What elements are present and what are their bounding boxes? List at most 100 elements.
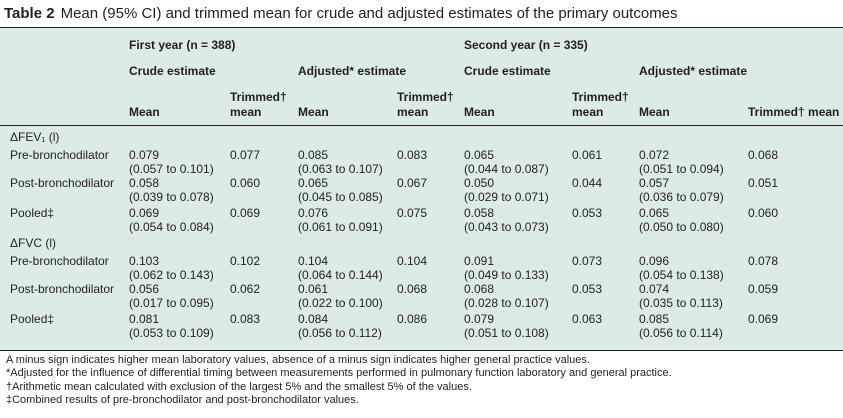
ci-value: (0.061 to 0.091) xyxy=(298,220,383,234)
mean-value: 0.085 xyxy=(298,148,329,162)
row-label: Pooled‡ xyxy=(10,312,55,326)
trimmed-mean-value: 0.102 xyxy=(230,254,261,268)
ci-value: (0.049 to 0.133) xyxy=(464,268,549,282)
ci-value: (0.045 to 0.085) xyxy=(298,190,383,204)
row-label: Pre-bronchodilator xyxy=(10,148,109,162)
header-fy-adj-mean: Mean xyxy=(298,105,329,119)
header-fy-adj-trim-2: mean xyxy=(397,105,429,119)
table-caption: Mean (95% CI) and trimmed mean for crude… xyxy=(60,5,678,22)
trimmed-mean-value: 0.104 xyxy=(397,254,428,268)
mean-value: 0.096 xyxy=(639,254,670,268)
row-label: Pre-bronchodilator xyxy=(10,254,109,268)
header-first-year: First year (n = 388) xyxy=(129,38,236,52)
ci-value: (0.035 to 0.113) xyxy=(639,296,723,310)
header-fy-adj-trim-1: Trimmed† xyxy=(397,90,454,104)
trimmed-mean-value: 0.062 xyxy=(230,282,261,296)
trimmed-mean-value: 0.059 xyxy=(748,282,779,296)
mean-value: 0.076 xyxy=(298,206,329,220)
mean-value: 0.079 xyxy=(464,312,495,326)
trimmed-mean-value: 0.078 xyxy=(748,254,779,268)
trimmed-mean-value: 0.044 xyxy=(572,176,603,190)
header-sy-adj-trim: Trimmed† mean xyxy=(748,105,840,119)
trimmed-mean-value: 0.069 xyxy=(748,312,779,326)
mean-value: 0.068 xyxy=(464,282,495,296)
ci-value: (0.044 to 0.087) xyxy=(464,162,549,176)
mean-value: 0.058 xyxy=(129,176,160,190)
header-fy-crude: Crude estimate xyxy=(129,64,216,78)
footnote: ‡Combined results of pre-bronchodilator … xyxy=(6,393,359,406)
ci-value: (0.022 to 0.100) xyxy=(298,296,383,310)
header-sy-crude-trim-2: mean xyxy=(572,105,604,119)
header-fy-crude-trim-1: Trimmed† xyxy=(230,90,287,104)
trimmed-mean-value: 0.068 xyxy=(397,282,428,296)
trimmed-mean-value: 0.053 xyxy=(572,206,603,220)
trimmed-mean-value: 0.075 xyxy=(397,206,428,220)
mean-value: 0.091 xyxy=(464,254,495,268)
ci-value: (0.051 to 0.094) xyxy=(639,162,724,176)
mean-value: 0.081 xyxy=(129,312,160,326)
ci-value: (0.051 to 0.108) xyxy=(464,326,549,340)
trimmed-mean-value: 0.077 xyxy=(230,148,261,162)
mean-value: 0.074 xyxy=(639,282,670,296)
row-label: Pooled‡ xyxy=(10,206,55,220)
section-heading: ΔFVC (l) xyxy=(10,236,57,250)
trimmed-mean-value: 0.060 xyxy=(230,176,261,190)
trimmed-mean-value: 0.053 xyxy=(572,282,603,296)
trimmed-mean-value: 0.083 xyxy=(230,312,261,326)
ci-value: (0.043 to 0.073) xyxy=(464,220,549,234)
ci-value: (0.056 to 0.112) xyxy=(298,326,382,340)
ci-value: (0.017 to 0.095) xyxy=(129,296,214,310)
mean-value: 0.103 xyxy=(129,254,160,268)
mean-value: 0.065 xyxy=(298,176,329,190)
trimmed-mean-value: 0.067 xyxy=(397,176,428,190)
header-fy-crude-mean: Mean xyxy=(129,105,160,119)
header-sy-crude: Crude estimate xyxy=(464,64,551,78)
mean-value: 0.069 xyxy=(129,206,160,220)
trimmed-mean-value: 0.069 xyxy=(230,206,261,220)
mean-value: 0.085 xyxy=(639,312,670,326)
mean-value: 0.058 xyxy=(464,206,495,220)
mean-value: 0.056 xyxy=(129,282,160,296)
ci-value: (0.063 to 0.107) xyxy=(298,162,383,176)
row-label: Post-bronchodilator xyxy=(10,176,115,190)
ci-value: (0.054 to 0.138) xyxy=(639,268,724,282)
ci-value: (0.054 to 0.084) xyxy=(129,220,214,234)
trimmed-mean-value: 0.083 xyxy=(397,148,428,162)
header-sy-adj-mean: Mean xyxy=(639,105,670,119)
mean-value: 0.065 xyxy=(464,148,495,162)
footnote: *Adjusted for the influence of different… xyxy=(6,367,672,380)
ci-value: (0.028 to 0.107) xyxy=(464,296,549,310)
mean-value: 0.061 xyxy=(298,282,329,296)
header-sy-adjusted: Adjusted* estimate xyxy=(639,64,748,78)
ci-value: (0.029 to 0.071) xyxy=(464,190,549,204)
data-table: First year (n = 388) Second year (n = 33… xyxy=(0,27,843,351)
ci-value: (0.036 to 0.079) xyxy=(639,190,724,204)
trimmed-mean-value: 0.063 xyxy=(572,312,603,326)
ci-value: (0.053 to 0.109) xyxy=(129,326,214,340)
header-sy-crude-trim-1: Trimmed† xyxy=(572,90,629,104)
trimmed-mean-value: 0.061 xyxy=(572,148,603,162)
trimmed-mean-value: 0.060 xyxy=(748,206,779,220)
mean-value: 0.084 xyxy=(298,312,329,326)
footnote: †Arithmetic mean calculated with exclusi… xyxy=(6,380,472,393)
header-fy-adjusted: Adjusted* estimate xyxy=(298,64,407,78)
ci-value: (0.039 to 0.078) xyxy=(129,190,214,204)
trimmed-mean-value: 0.051 xyxy=(748,176,779,190)
mean-value: 0.072 xyxy=(639,148,670,162)
footnotes: A minus sign indicates higher mean labor… xyxy=(6,354,841,407)
ci-value: (0.062 to 0.143) xyxy=(129,268,214,282)
mean-value: 0.057 xyxy=(639,176,670,190)
ci-value: (0.057 to 0.101) xyxy=(129,162,214,176)
mean-value: 0.065 xyxy=(639,206,670,220)
row-label: Post-bronchodilator xyxy=(10,282,115,296)
mean-value: 0.104 xyxy=(298,254,329,268)
section-heading: ΔFEV₁ (l) xyxy=(10,130,60,144)
trimmed-mean-value: 0.073 xyxy=(572,254,603,268)
mean-value: 0.050 xyxy=(464,176,495,190)
ci-value: (0.050 to 0.080) xyxy=(639,220,724,234)
trimmed-mean-value: 0.086 xyxy=(397,312,428,326)
header-fy-crude-trim-2: mean xyxy=(230,105,262,119)
mean-value: 0.079 xyxy=(129,148,160,162)
table-label: Table 2 xyxy=(4,5,55,22)
ci-value: (0.064 to 0.144) xyxy=(298,268,383,282)
